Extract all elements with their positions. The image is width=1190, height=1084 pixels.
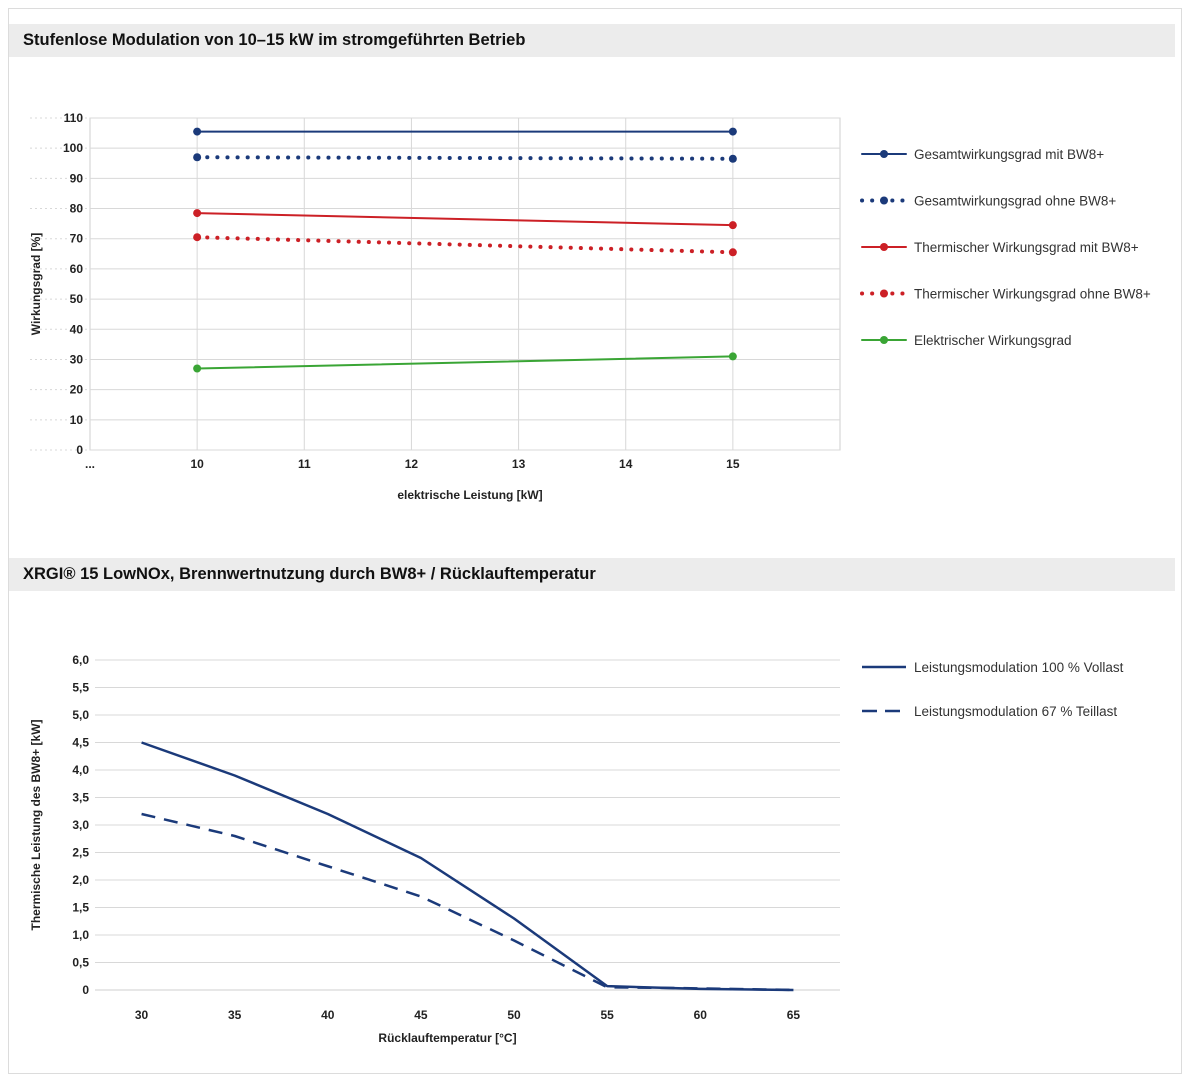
y-tick-label: 100 bbox=[63, 141, 83, 155]
series-line-1 bbox=[195, 155, 735, 161]
condensing-line-chart: 0 0,5 1,0 1,5 2,0 2,5 3,0 3,5 4,0 4,5 5,0 5,5 6,0 30 3… bbox=[29, 653, 1124, 1045]
data-point bbox=[193, 153, 202, 162]
series-line-1 bbox=[141, 812, 794, 992]
data-point bbox=[728, 221, 737, 230]
y-tick-label: 2,5 bbox=[72, 846, 89, 860]
data-point bbox=[193, 364, 202, 373]
y-tick-label: 3,0 bbox=[72, 818, 89, 832]
y-tick-label: 30 bbox=[70, 352, 84, 366]
data-point bbox=[728, 127, 737, 136]
y-tick-label: 2,0 bbox=[72, 873, 89, 887]
y-tick-label: 0 bbox=[76, 443, 83, 457]
x-tick-label: 15 bbox=[726, 457, 740, 471]
y-tick-label: 110 bbox=[64, 111, 84, 125]
x-tick-label: 10 bbox=[190, 457, 204, 471]
legend-label-2: Thermischer Wirkungsgrad mit BW8+ bbox=[914, 240, 1139, 255]
y-tick-label: 10 bbox=[70, 413, 84, 427]
y-tick-label: 0,5 bbox=[72, 956, 89, 970]
series-line-2 bbox=[196, 212, 734, 227]
y-tick-label: 0 bbox=[82, 983, 89, 997]
x-tick-label: 11 bbox=[298, 457, 311, 471]
y-tick-label: 5,5 bbox=[72, 681, 89, 695]
y-tick-label: 1,5 bbox=[72, 901, 89, 915]
data-point bbox=[728, 352, 737, 361]
x-tick-label: 65 bbox=[787, 1008, 801, 1022]
x-axis-title: Rücklauftemperatur [°C] bbox=[378, 1031, 516, 1045]
x-tick-label: 55 bbox=[601, 1008, 615, 1022]
y-tick-label: 40 bbox=[70, 322, 84, 336]
y-tick-label: 6,0 bbox=[72, 653, 89, 667]
legend-label-1: Gesamtwirkungsgrad ohne BW8+ bbox=[914, 194, 1116, 209]
x-tick-label: 13 bbox=[512, 457, 526, 471]
y-tick-label: 20 bbox=[70, 383, 84, 397]
data-point bbox=[193, 233, 202, 242]
data-point bbox=[193, 209, 202, 218]
x-tick-label: 35 bbox=[228, 1008, 242, 1022]
x-tick-label: 40 bbox=[321, 1008, 335, 1022]
x-tick-label: 30 bbox=[135, 1008, 149, 1022]
y-tick-label: 3,5 bbox=[72, 791, 89, 805]
x-axis-title: elektrische Leistung [kW] bbox=[397, 488, 542, 502]
legend-marker-4 bbox=[880, 336, 888, 344]
y-tick-label: 4,5 bbox=[72, 736, 89, 750]
legend-marker-1 bbox=[880, 196, 888, 205]
y-axis-title: Wirkungsgrad [%] bbox=[29, 233, 43, 336]
y-tick-label: 70 bbox=[70, 232, 84, 246]
x-tick-label: 45 bbox=[414, 1008, 428, 1022]
data-point bbox=[728, 154, 737, 163]
legend-marker-3 bbox=[880, 289, 888, 298]
series-line-4 bbox=[196, 355, 734, 370]
legend-label-3: Thermischer Wirkungsgrad ohne BW8+ bbox=[914, 287, 1151, 302]
y-axis-title: Thermische Leistung des BW8+ [kW] bbox=[29, 719, 43, 930]
legend-label-4: Elektrischer Wirkungsgrad bbox=[914, 333, 1072, 348]
y-tick-label: 60 bbox=[70, 262, 84, 276]
x-tick-label: 60 bbox=[694, 1008, 708, 1022]
x-tick-label: 14 bbox=[619, 457, 633, 471]
series-line-3 bbox=[195, 235, 735, 255]
efficiency-line-chart: 0 10 20 30 40 50 60 70 80 90 100 110... 10 11 12 13 14 15… bbox=[29, 111, 1151, 502]
legend-marker-2 bbox=[880, 243, 888, 251]
legend-marker-0 bbox=[880, 150, 888, 158]
y-tick-label: 4,0 bbox=[72, 763, 89, 777]
legend-label-0: Gesamtwirkungsgrad mit BW8+ bbox=[914, 147, 1104, 162]
series-line-0 bbox=[141, 741, 794, 992]
data-point bbox=[728, 248, 737, 257]
legend-label-1: Leistungsmodulation 67 % Teillast bbox=[914, 704, 1117, 719]
y-tick-label: 1,0 bbox=[72, 928, 89, 942]
y-tick-label: 90 bbox=[70, 171, 84, 185]
legend-label-0: Leistungsmodulation 100 % Vollast bbox=[914, 660, 1124, 675]
y-tick-label: 80 bbox=[70, 202, 84, 216]
plot-area bbox=[89, 117, 841, 451]
x-tick-label: ... bbox=[85, 457, 95, 471]
data-point bbox=[193, 127, 202, 136]
page-frame bbox=[8, 8, 1182, 1074]
x-tick-label: 50 bbox=[507, 1008, 521, 1022]
x-tick-label: 12 bbox=[405, 457, 419, 471]
section-title-condensing: XRGI® 15 LowNOx, Brennwertnutzung durch … bbox=[9, 558, 1175, 591]
section-title-modulation: Stufenlose Modulation von 10–15 kW im st… bbox=[9, 24, 1175, 57]
y-tick-label: 5,0 bbox=[72, 708, 89, 722]
y-tick-label: 50 bbox=[70, 292, 84, 306]
